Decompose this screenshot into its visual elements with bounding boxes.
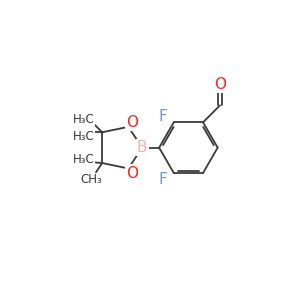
Text: H₃C: H₃C xyxy=(73,130,94,142)
Text: CH₃: CH₃ xyxy=(80,173,102,187)
Text: H₃C: H₃C xyxy=(73,153,94,166)
Text: F: F xyxy=(159,172,167,187)
Text: O: O xyxy=(126,166,138,181)
Text: B: B xyxy=(137,140,148,155)
Text: O: O xyxy=(126,115,138,130)
Text: H₃C: H₃C xyxy=(73,113,94,126)
Text: O: O xyxy=(214,77,226,92)
Text: F: F xyxy=(159,109,167,124)
